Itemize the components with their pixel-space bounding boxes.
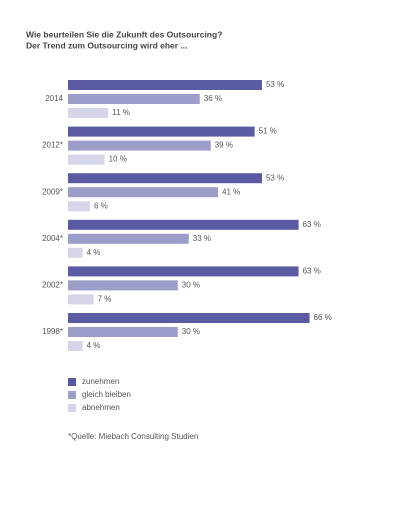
bar — [68, 313, 310, 323]
category-label: 1998* — [42, 327, 63, 336]
legend-label: abnehmen — [82, 403, 120, 412]
bar — [68, 173, 262, 184]
value-label: 7 % — [98, 295, 112, 304]
bar — [68, 94, 200, 104]
value-label: 39 % — [215, 141, 233, 150]
value-label: 63 % — [303, 267, 321, 276]
bar — [68, 154, 105, 165]
legend-swatch — [68, 391, 76, 399]
value-label: 4 % — [87, 341, 101, 350]
legend-label: zunehmen — [82, 377, 119, 386]
legend-label: gleich bleiben — [82, 390, 131, 399]
bar — [68, 126, 255, 137]
legend-swatch — [68, 404, 76, 412]
value-label: 41 % — [222, 187, 240, 196]
legend-swatch — [68, 378, 76, 386]
bar — [68, 280, 178, 291]
value-label: 66 % — [314, 313, 332, 322]
bar — [68, 294, 94, 305]
value-label: 53 % — [266, 173, 284, 182]
bar — [68, 247, 83, 258]
value-label: 10 % — [109, 155, 127, 164]
bar — [68, 108, 109, 118]
value-label: 11 % — [112, 108, 130, 117]
bar — [68, 187, 219, 198]
bar — [68, 266, 299, 277]
bar — [68, 233, 189, 244]
category-label: 2014 — [45, 94, 63, 103]
category-label: 2012* — [42, 141, 63, 150]
value-label: 53 % — [266, 80, 284, 89]
value-label: 33 % — [193, 234, 211, 243]
footnote: *Quelle: Miebach Consulting Studien — [68, 432, 198, 441]
bar — [68, 140, 211, 151]
bar — [68, 327, 178, 337]
category-label: 2002* — [42, 281, 63, 290]
value-label: 51 % — [259, 127, 277, 136]
value-label: 36 % — [204, 94, 222, 103]
category-label: 2009* — [42, 187, 63, 196]
chart-subtitle: Der Trend zum Outsourcing wird eher ... — [26, 40, 188, 50]
category-label: 2004* — [42, 234, 63, 243]
value-label: 30 % — [182, 327, 200, 336]
bar — [68, 80, 262, 90]
value-label: 30 % — [182, 281, 200, 290]
chart-title: Wie beurteilen Sie die Zukunft des Outso… — [26, 29, 222, 39]
bar — [68, 219, 299, 230]
value-label: 63 % — [303, 220, 321, 229]
value-label: 6 % — [94, 201, 108, 210]
bar — [68, 201, 90, 212]
value-label: 4 % — [87, 248, 101, 257]
bar — [68, 341, 83, 351]
